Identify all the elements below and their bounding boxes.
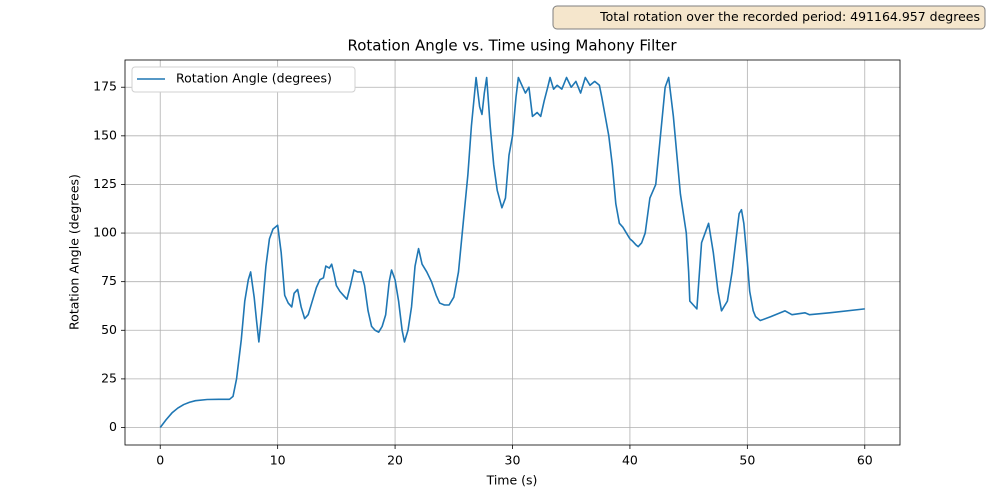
y-tick-label: 125 — [93, 176, 117, 191]
y-tick-label: 0 — [109, 419, 117, 434]
y-tick-label: 50 — [101, 322, 117, 337]
x-tick-label: 40 — [622, 453, 638, 468]
x-tick-label: 50 — [739, 453, 755, 468]
y-tick-label: 150 — [93, 127, 117, 142]
annotation: Total rotation over the recorded period:… — [599, 9, 980, 24]
x-tick-label: 0 — [156, 453, 164, 468]
annotation-box — [552, 5, 986, 30]
x-tick-label: 30 — [505, 453, 521, 468]
x-tick-label: 10 — [270, 453, 286, 468]
y-tick-label: 75 — [101, 273, 117, 288]
legend-label: Rotation Angle (degrees) — [176, 71, 332, 86]
data-line — [159, 76, 865, 428]
y-axis-label: Rotation Angle (degrees) — [67, 174, 82, 330]
chart-title: Rotation Angle vs. Time using Mahony Fil… — [347, 37, 677, 55]
y-tick-label: 175 — [93, 79, 117, 94]
y-tick-label: 100 — [93, 225, 117, 240]
plot-frame — [124, 59, 901, 446]
legend-box — [131, 66, 356, 93]
y-tick-label: 25 — [101, 370, 117, 385]
x-axis-label: Time (s) — [486, 473, 538, 488]
x-tick-label: 60 — [857, 453, 873, 468]
x-tick-label: 20 — [387, 453, 403, 468]
